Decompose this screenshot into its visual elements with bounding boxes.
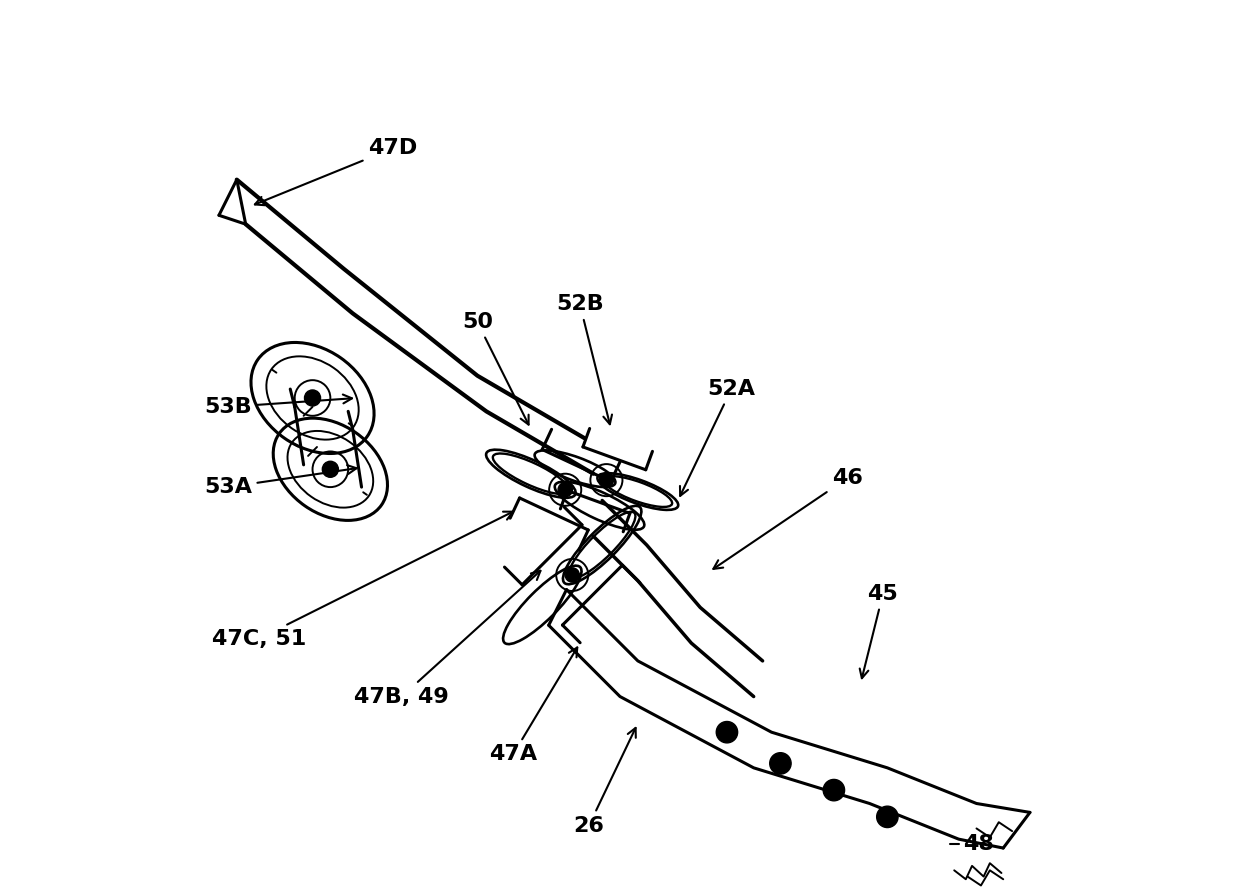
Text: 47D: 47D <box>255 139 418 206</box>
Text: 47C, 51: 47C, 51 <box>212 511 513 649</box>
Circle shape <box>770 753 791 774</box>
Circle shape <box>599 473 614 487</box>
Circle shape <box>558 483 573 497</box>
Text: 50: 50 <box>463 312 528 425</box>
Text: 52A: 52A <box>680 379 755 496</box>
Text: 47A: 47A <box>489 647 578 764</box>
Circle shape <box>322 461 339 477</box>
Text: 53B: 53B <box>205 394 352 417</box>
Circle shape <box>717 721 738 743</box>
Text: 45: 45 <box>859 584 898 679</box>
Text: 47B, 49: 47B, 49 <box>355 570 541 706</box>
Text: 52B: 52B <box>556 294 613 425</box>
Circle shape <box>877 806 898 828</box>
Text: 53A: 53A <box>203 465 356 497</box>
Circle shape <box>565 568 579 582</box>
Circle shape <box>305 390 321 406</box>
Text: 26: 26 <box>573 728 636 836</box>
Circle shape <box>823 780 844 801</box>
Text: 48: 48 <box>963 833 994 854</box>
Text: 46: 46 <box>713 468 863 569</box>
